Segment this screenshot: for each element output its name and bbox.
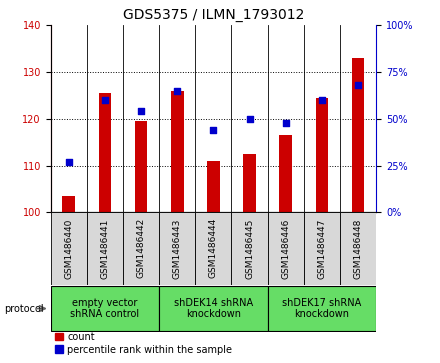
Bar: [135, 121, 147, 212]
Legend: count, percentile rank within the sample: count, percentile rank within the sample: [55, 332, 232, 355]
Bar: [99, 93, 111, 212]
Point: [174, 88, 181, 94]
Bar: [171, 91, 183, 212]
Bar: [62, 196, 75, 212]
Point: [282, 120, 289, 126]
Bar: [87, 212, 123, 285]
Text: GSM1486442: GSM1486442: [136, 218, 146, 278]
Bar: [268, 286, 376, 331]
Point: [210, 127, 217, 133]
Text: GSM1486446: GSM1486446: [281, 218, 290, 278]
Bar: [123, 212, 159, 285]
Title: GDS5375 / ILMN_1793012: GDS5375 / ILMN_1793012: [123, 8, 304, 22]
Bar: [207, 161, 220, 212]
Text: GSM1486447: GSM1486447: [317, 218, 326, 278]
Text: protocol: protocol: [4, 303, 44, 314]
Bar: [304, 212, 340, 285]
Bar: [279, 135, 292, 212]
Text: GSM1486440: GSM1486440: [64, 218, 73, 278]
Text: GSM1486443: GSM1486443: [173, 218, 182, 278]
Text: empty vector
shRNA control: empty vector shRNA control: [70, 298, 139, 319]
Bar: [315, 98, 328, 212]
Point: [319, 97, 326, 103]
Text: GSM1486448: GSM1486448: [354, 218, 363, 278]
Bar: [231, 212, 268, 285]
Point: [246, 116, 253, 122]
Bar: [51, 212, 87, 285]
Point: [138, 109, 145, 114]
Point: [65, 159, 72, 165]
Bar: [268, 212, 304, 285]
Point: [101, 97, 108, 103]
Text: GSM1486445: GSM1486445: [245, 218, 254, 278]
Text: shDEK17 shRNA
knockdown: shDEK17 shRNA knockdown: [282, 298, 362, 319]
Bar: [159, 286, 268, 331]
Text: GSM1486444: GSM1486444: [209, 218, 218, 278]
Bar: [352, 58, 364, 212]
Bar: [195, 212, 231, 285]
Text: shDEK14 shRNA
knockdown: shDEK14 shRNA knockdown: [174, 298, 253, 319]
Bar: [159, 212, 195, 285]
Bar: [243, 154, 256, 212]
Point: [355, 82, 362, 88]
Bar: [51, 286, 159, 331]
Text: GSM1486441: GSM1486441: [100, 218, 110, 278]
Bar: [340, 212, 376, 285]
